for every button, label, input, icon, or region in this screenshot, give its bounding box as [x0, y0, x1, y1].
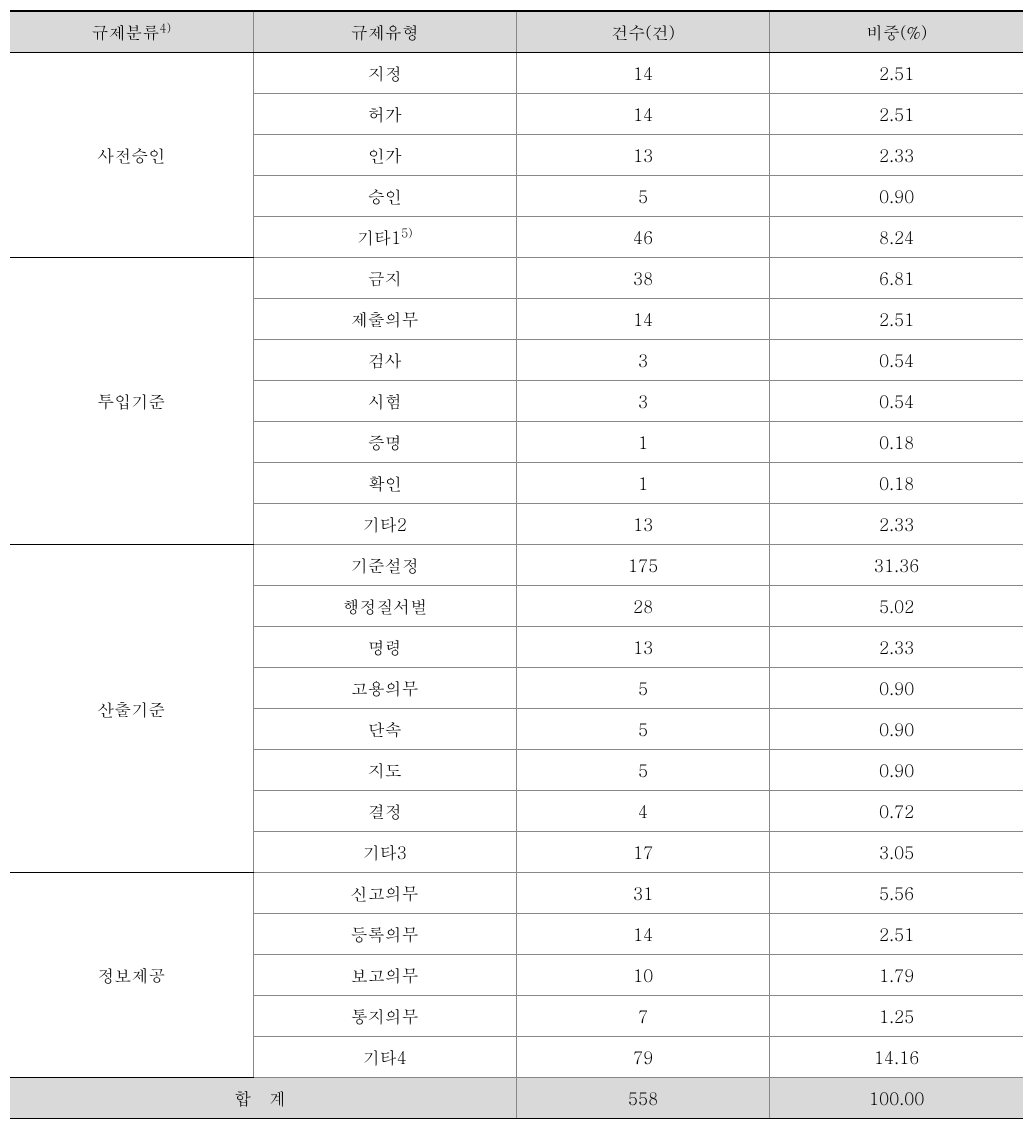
percent-cell: 1.79: [770, 955, 1023, 996]
category-cell: 정보제공: [10, 873, 253, 1078]
percent-cell: 0.90: [770, 709, 1023, 750]
type-cell: 검사: [253, 340, 516, 381]
table-row: 투입기준금지386.81: [10, 258, 1023, 299]
type-cell: 등록의무: [253, 914, 516, 955]
type-cell: 허가: [253, 94, 516, 135]
count-cell: 17: [516, 832, 769, 873]
count-cell: 3: [516, 381, 769, 422]
type-cell: 신고의무: [253, 873, 516, 914]
count-cell: 5: [516, 750, 769, 791]
percent-cell: 0.90: [770, 668, 1023, 709]
count-cell: 14: [516, 914, 769, 955]
percent-cell: 2.51: [770, 53, 1023, 94]
regulation-table: 규제분류4) 규제유형 건수(건) 비중(%) 사전승인지정142.51허가14…: [10, 10, 1023, 1119]
count-cell: 14: [516, 299, 769, 340]
percent-cell: 0.54: [770, 381, 1023, 422]
total-percent: 100.00: [770, 1078, 1023, 1119]
type-cell: 제출의무: [253, 299, 516, 340]
percent-cell: 0.90: [770, 750, 1023, 791]
type-cell: 금지: [253, 258, 516, 299]
percent-cell: 0.18: [770, 463, 1023, 504]
header-count: 건수(건): [516, 11, 769, 53]
count-cell: 5: [516, 176, 769, 217]
count-cell: 4: [516, 791, 769, 832]
type-cell: 보고의무: [253, 955, 516, 996]
percent-cell: 1.25: [770, 996, 1023, 1037]
percent-cell: 3.05: [770, 832, 1023, 873]
total-label: 합 계: [10, 1078, 516, 1119]
type-cell: 시험: [253, 381, 516, 422]
type-cell: 인가: [253, 135, 516, 176]
count-cell: 175: [516, 545, 769, 586]
type-cell: 기타4: [253, 1037, 516, 1078]
count-cell: 13: [516, 504, 769, 545]
percent-cell: 2.51: [770, 914, 1023, 955]
table-row: 산출기준기준설정17531.36: [10, 545, 1023, 586]
percent-cell: 31.36: [770, 545, 1023, 586]
percent-cell: 2.33: [770, 504, 1023, 545]
category-cell: 투입기준: [10, 258, 253, 545]
percent-cell: 0.90: [770, 176, 1023, 217]
type-cell: 행정질서벌: [253, 586, 516, 627]
percent-cell: 0.54: [770, 340, 1023, 381]
percent-cell: 2.51: [770, 94, 1023, 135]
count-cell: 1: [516, 463, 769, 504]
type-cell: 결정: [253, 791, 516, 832]
count-cell: 5: [516, 709, 769, 750]
count-cell: 31: [516, 873, 769, 914]
percent-cell: 5.56: [770, 873, 1023, 914]
type-cell: 통지의무: [253, 996, 516, 1037]
percent-cell: 2.33: [770, 135, 1023, 176]
total-row: 합 계558100.00: [10, 1078, 1023, 1119]
count-cell: 28: [516, 586, 769, 627]
type-cell: 고용의무: [253, 668, 516, 709]
percent-cell: 2.51: [770, 299, 1023, 340]
type-cell: 승인: [253, 176, 516, 217]
type-cell: 지도: [253, 750, 516, 791]
header-percent: 비중(%): [770, 11, 1023, 53]
count-cell: 38: [516, 258, 769, 299]
count-cell: 10: [516, 955, 769, 996]
category-cell: 사전승인: [10, 53, 253, 258]
percent-cell: 6.81: [770, 258, 1023, 299]
table-row: 사전승인지정142.51: [10, 53, 1023, 94]
count-cell: 14: [516, 53, 769, 94]
table-body: 사전승인지정142.51허가142.51인가132.33승인50.90기타15)…: [10, 53, 1023, 1119]
header-type: 규제유형: [253, 11, 516, 53]
header-category: 규제분류4): [10, 11, 253, 53]
table-header-row: 규제분류4) 규제유형 건수(건) 비중(%): [10, 11, 1023, 53]
percent-cell: 8.24: [770, 217, 1023, 258]
count-cell: 46: [516, 217, 769, 258]
percent-cell: 0.72: [770, 791, 1023, 832]
type-cell: 단속: [253, 709, 516, 750]
type-cell: 증명: [253, 422, 516, 463]
percent-cell: 14.16: [770, 1037, 1023, 1078]
type-cell: 기타3: [253, 832, 516, 873]
count-cell: 5: [516, 668, 769, 709]
count-cell: 7: [516, 996, 769, 1037]
total-count: 558: [516, 1078, 769, 1119]
count-cell: 79: [516, 1037, 769, 1078]
table-row: 정보제공신고의무315.56: [10, 873, 1023, 914]
count-cell: 3: [516, 340, 769, 381]
count-cell: 14: [516, 94, 769, 135]
count-cell: 13: [516, 135, 769, 176]
type-cell: 기타15): [253, 217, 516, 258]
type-cell: 명령: [253, 627, 516, 668]
type-cell: 확인: [253, 463, 516, 504]
type-cell: 기준설정: [253, 545, 516, 586]
category-cell: 산출기준: [10, 545, 253, 873]
percent-cell: 5.02: [770, 586, 1023, 627]
count-cell: 13: [516, 627, 769, 668]
type-cell: 지정: [253, 53, 516, 94]
percent-cell: 0.18: [770, 422, 1023, 463]
regulation-table-container: 규제분류4) 규제유형 건수(건) 비중(%) 사전승인지정142.51허가14…: [10, 10, 1023, 1119]
count-cell: 1: [516, 422, 769, 463]
type-cell: 기타2: [253, 504, 516, 545]
percent-cell: 2.33: [770, 627, 1023, 668]
